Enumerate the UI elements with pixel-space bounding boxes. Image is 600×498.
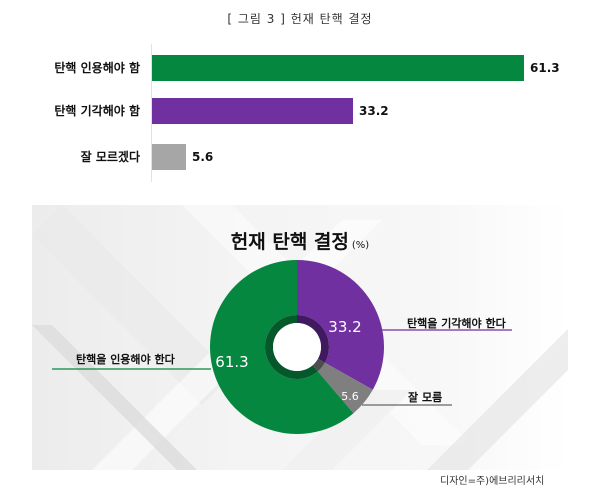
bar-value: 33.2	[359, 104, 389, 118]
callout-label-accept: 탄핵을 인용해야 한다	[76, 353, 175, 366]
slice-value-label: 33.2	[328, 318, 361, 336]
bar-value: 61.3	[530, 61, 560, 75]
title-text: 헌재 탄핵 결정	[230, 231, 349, 253]
bar-label: 잘 모르겠다	[80, 150, 140, 164]
figure-caption: [ 그림 3 ] 헌재 탄핵 결정	[227, 12, 373, 26]
donut-chart: 61.3 33.2 5.6	[52, 260, 512, 434]
bar-row-reject: 탄핵 기각해야 함 33.2	[0, 98, 600, 124]
donut-chart-title: 헌재 탄핵 결정 (%)	[32, 227, 568, 254]
bar-reject	[152, 98, 353, 124]
callout-label-unsure: 잘 모름	[408, 391, 443, 404]
bar-label: 탄핵 기각해야 함	[54, 104, 140, 118]
bar-row-accept: 탄핵 인용해야 함 61.3	[0, 55, 600, 81]
slice-value-label: 5.6	[341, 390, 359, 403]
design-credit: 디자인=주)에브리리서치	[440, 476, 545, 487]
category-axis-line	[151, 44, 152, 182]
bar-accept	[152, 55, 524, 81]
bar-unsure	[152, 144, 186, 170]
bar-value: 5.6	[192, 150, 214, 164]
bar-row-unsure: 잘 모르겠다 5.6	[0, 144, 600, 170]
donut-chart-panel: 헌재 탄핵 결정 (%) 61.3 33.2 5.6 탄핵을 인용해야 한다 탄핵을 …	[32, 205, 568, 470]
bar-label: 탄핵 인용해야 함	[54, 61, 140, 75]
callout-label-reject: 탄핵을 기각해야 한다	[407, 317, 506, 330]
slice-value-label: 61.3	[215, 353, 248, 371]
horizontal-bar-chart: 탄핵 인용해야 함 61.3 탄핵 기각해야 함 33.2 잘 모르겠다 5.6	[0, 40, 600, 190]
unit-label: (%)	[351, 240, 370, 251]
